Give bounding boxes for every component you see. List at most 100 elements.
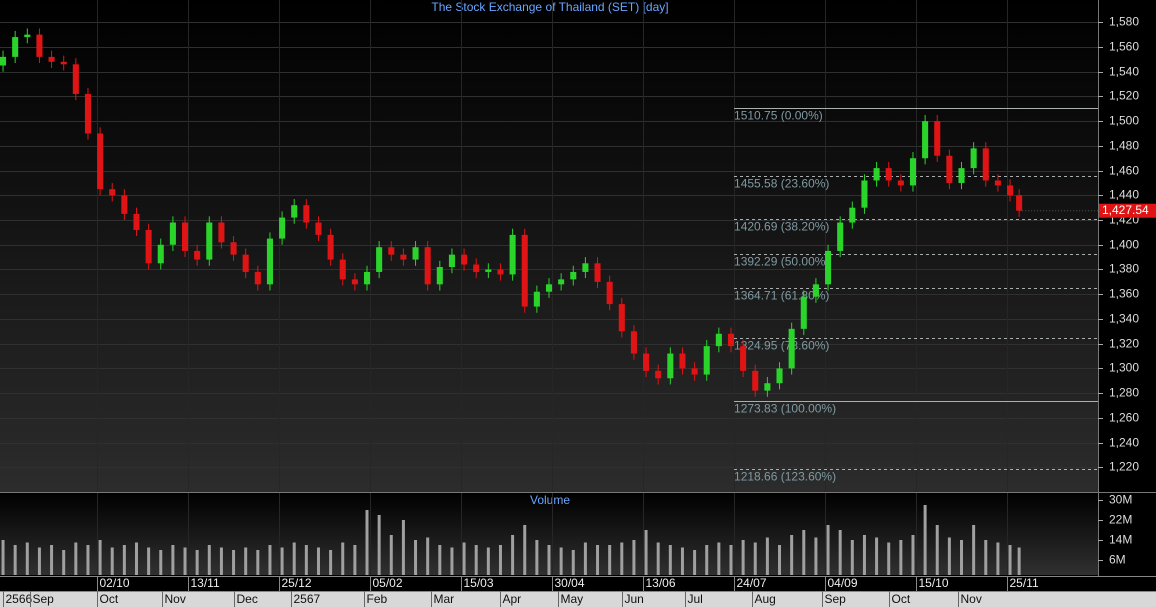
candle-body	[400, 254, 407, 260]
volume-bar	[316, 547, 320, 575]
volume-bar	[717, 542, 721, 575]
month-row	[0, 591, 1156, 607]
candle-body	[169, 222, 176, 245]
candle-body	[242, 254, 249, 272]
candle-body	[363, 271, 371, 285]
candle-body	[388, 247, 395, 255]
volume-bar	[972, 525, 976, 575]
candle-body	[485, 269, 492, 272]
month-tick-label: Jun	[625, 592, 644, 606]
candle-body	[752, 370, 759, 391]
fib-label: 1218.66 (123.60%)	[734, 470, 836, 484]
volume-bar	[741, 540, 745, 575]
volume-bar	[329, 550, 333, 575]
volume-bar	[256, 550, 260, 575]
candle-body	[0, 56, 7, 66]
volume-bar	[280, 547, 284, 575]
y-tick-label: 30M	[1109, 493, 1132, 507]
candle-body	[727, 333, 735, 347]
volume-bar	[474, 545, 478, 575]
candle-body	[521, 234, 528, 307]
volume-bar	[559, 547, 563, 575]
y-tick-label: 1,300	[1109, 361, 1139, 375]
volume-bar	[462, 542, 466, 575]
candle-body	[994, 180, 1001, 186]
y-tick-label: 1,400	[1109, 238, 1139, 252]
volume-bar	[183, 547, 187, 575]
volume-bar	[219, 547, 223, 575]
volume-bar	[802, 530, 806, 575]
candle-body	[133, 213, 140, 230]
month-tick-label: Oct	[892, 592, 911, 606]
candle-body	[667, 353, 674, 379]
volume-bar	[1008, 545, 1012, 575]
date-row	[0, 576, 1156, 591]
x-tick-label: 30/04	[555, 576, 585, 590]
candle-body	[582, 263, 589, 272]
volume-bar	[862, 535, 866, 575]
candle-body	[861, 180, 868, 208]
volume-bar	[656, 542, 660, 575]
x-tick-label: 24/07	[737, 576, 767, 590]
candle-body	[48, 56, 55, 62]
volume-bar	[159, 550, 163, 575]
volume-bar	[353, 545, 357, 575]
volume-bar	[232, 550, 236, 575]
volume-bar	[122, 545, 126, 575]
volume-bar	[13, 545, 17, 575]
x-tick-label: 25/12	[282, 576, 312, 590]
fib-label: 1510.75 (0.00%)	[734, 109, 823, 123]
volume-bar	[1017, 547, 1021, 575]
candle-body	[970, 148, 977, 169]
y-tick-label: 1,500	[1109, 114, 1139, 128]
candle-body	[145, 229, 152, 264]
y-tick-label: 1,520	[1109, 89, 1139, 103]
volume-bar	[535, 540, 539, 575]
volume-bar	[632, 540, 636, 575]
volume-bar	[511, 535, 515, 575]
volume-bar	[292, 542, 296, 575]
y-tick-label: 1,560	[1109, 40, 1139, 54]
volume-bar	[826, 525, 830, 575]
last-price-label: 1,427.54	[1102, 203, 1149, 217]
candle-body	[715, 333, 722, 347]
volume-bar	[341, 542, 345, 575]
volume-bar	[753, 542, 757, 575]
candle-body	[897, 180, 904, 186]
y-tick-label: 1,260	[1109, 411, 1139, 425]
candle-body	[509, 234, 516, 275]
candle-body	[194, 250, 201, 260]
x-tick-label: 13/06	[646, 576, 676, 590]
fib-label: 1392.29 (50.00%)	[734, 255, 829, 269]
volume-bar	[304, 545, 308, 575]
candle-body	[121, 195, 128, 214]
volume-bar	[389, 535, 393, 575]
x-tick-label: 05/02	[373, 576, 403, 590]
volume-title: Volume	[530, 493, 570, 507]
volume-bar	[778, 545, 782, 575]
candle-body	[84, 93, 91, 134]
volume-bar	[37, 547, 41, 575]
candle-body	[109, 189, 116, 196]
volume-bar	[887, 542, 891, 575]
volume-bar	[195, 550, 199, 575]
candle-body	[570, 271, 577, 280]
volume-bar	[547, 545, 551, 575]
volume-bar	[426, 537, 430, 575]
volume-bar	[486, 547, 490, 575]
fib-label: 1324.95 (78.60%)	[734, 339, 829, 353]
volume-bar	[244, 547, 248, 575]
candle-body	[740, 346, 747, 371]
candle-body	[412, 247, 419, 260]
y-tick-label: 1,320	[1109, 337, 1139, 351]
month-tick-label: May	[561, 592, 584, 606]
candle-body	[545, 284, 553, 292]
fib-label: 1273.83 (100.00%)	[734, 402, 836, 416]
candle-body	[837, 222, 844, 251]
candle-body	[218, 222, 225, 243]
candle-body	[655, 370, 662, 379]
month-tick-label: 2567	[294, 592, 321, 606]
volume-bar	[947, 537, 951, 575]
volume-bar	[875, 537, 879, 575]
volume-bar	[438, 545, 442, 575]
